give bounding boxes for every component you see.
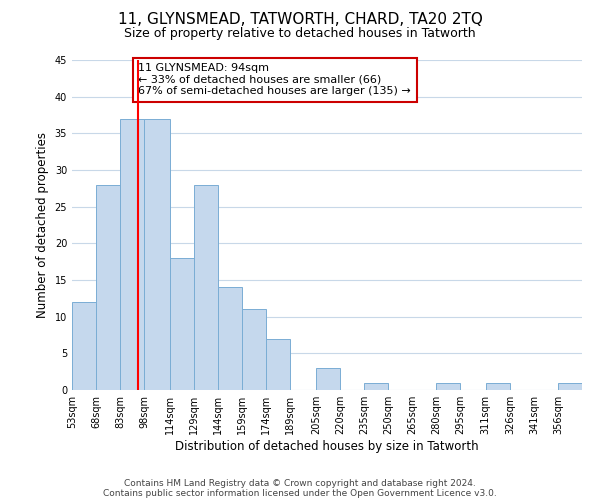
Bar (96, 184, 120, 390)
Bar (364, 382, 388, 390)
Y-axis label: Number of detached properties: Number of detached properties (36, 132, 49, 318)
Bar (144, 118, 170, 390)
Bar (486, 382, 510, 390)
Text: Size of property relative to detached houses in Tatworth: Size of property relative to detached ho… (124, 28, 476, 40)
Text: Contains public sector information licensed under the Open Government Licence v3: Contains public sector information licen… (103, 488, 497, 498)
Bar (436, 382, 460, 390)
X-axis label: Distribution of detached houses by size in Tatworth: Distribution of detached houses by size … (175, 440, 479, 453)
Bar (170, 258, 194, 390)
Bar (194, 184, 218, 390)
Bar (266, 338, 290, 390)
Text: 11, GLYNSMEAD, TATWORTH, CHARD, TA20 2TQ: 11, GLYNSMEAD, TATWORTH, CHARD, TA20 2TQ (118, 12, 482, 28)
Text: Contains HM Land Registry data © Crown copyright and database right 2024.: Contains HM Land Registry data © Crown c… (124, 478, 476, 488)
Text: 11 GLYNSMEAD: 94sqm
← 33% of detached houses are smaller (66)
67% of semi-detach: 11 GLYNSMEAD: 94sqm ← 33% of detached ho… (139, 64, 411, 96)
Bar (120, 118, 144, 390)
Bar (218, 288, 242, 390)
Bar (316, 368, 340, 390)
Bar (242, 310, 266, 390)
Bar (558, 382, 582, 390)
Bar (72, 302, 96, 390)
